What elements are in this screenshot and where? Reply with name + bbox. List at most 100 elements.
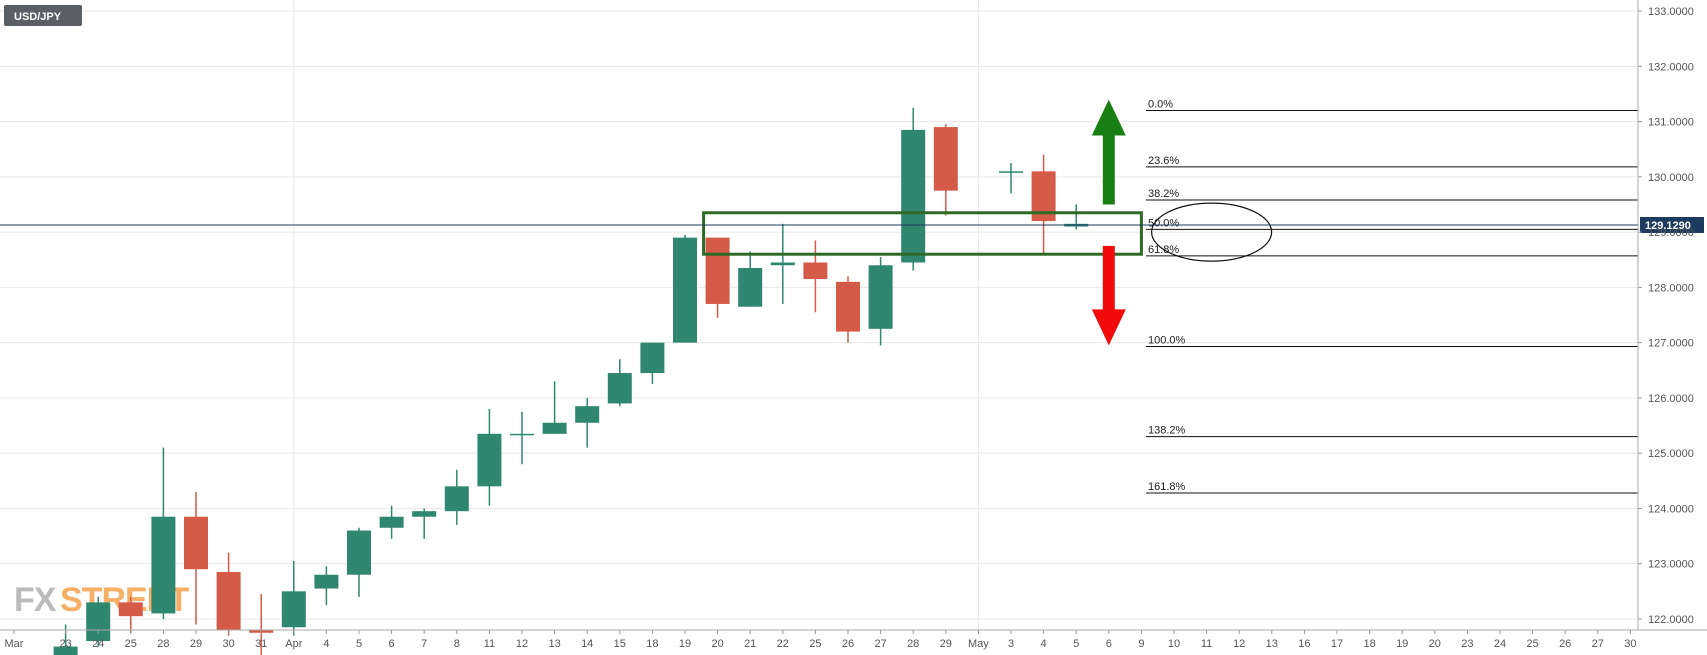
x-tick-label: 11 xyxy=(1201,638,1212,650)
candle xyxy=(477,408,502,506)
support-box xyxy=(702,211,1143,256)
x-tick-label: 11 xyxy=(484,638,495,650)
x-tick-label: 20 xyxy=(1429,638,1441,650)
x-tick-label: 17 xyxy=(1331,638,1343,650)
arrow-up-head xyxy=(1091,99,1126,136)
x-tick-label: 27 xyxy=(874,638,886,650)
candle-body xyxy=(803,262,828,280)
x-tick-label: Apr xyxy=(285,638,302,650)
candle-body xyxy=(184,516,208,570)
x-tick-label: 25 xyxy=(125,638,137,650)
x-tick-label: 25 xyxy=(809,638,821,650)
candle xyxy=(444,469,469,525)
candle xyxy=(314,566,339,606)
x-tick-label: 26 xyxy=(1559,638,1571,650)
y-tick-label: 131.0000 xyxy=(1648,117,1694,129)
y-tick-label: 123.0000 xyxy=(1648,559,1694,571)
fib-level-label: 138.2% xyxy=(1148,425,1186,437)
x-tick-label: 28 xyxy=(157,638,169,650)
x-tick-label: 23 xyxy=(59,638,71,650)
x-tick-label: 12 xyxy=(1233,638,1245,650)
candle xyxy=(738,251,763,307)
current-price-line: 129.1290 xyxy=(0,216,1704,233)
arrow-up-shaft xyxy=(1102,133,1115,205)
fib-level-label: 161.8% xyxy=(1148,481,1186,493)
highlight-ellipse xyxy=(1150,202,1273,262)
x-tick-label: 6 xyxy=(389,638,395,650)
candle xyxy=(933,124,958,216)
x-tick-label: 18 xyxy=(1363,638,1375,650)
candle-body xyxy=(281,591,306,628)
candle xyxy=(347,527,371,597)
watermark-fx-text: FX xyxy=(14,581,57,619)
candle xyxy=(673,234,697,343)
x-tick-label: May xyxy=(968,638,989,650)
symbol-badge xyxy=(4,5,82,26)
x-tick-label: 13 xyxy=(1266,638,1278,650)
x-tick-label: 29 xyxy=(190,638,202,650)
fib-level-label: 38.2% xyxy=(1148,188,1179,200)
y-tick-label: 122.0000 xyxy=(1648,614,1694,626)
candle xyxy=(118,596,143,633)
candle xyxy=(379,505,404,539)
candle-body xyxy=(444,486,469,512)
x-tick-label: 15 xyxy=(614,638,626,650)
candles xyxy=(53,107,1089,655)
x-tick-label: 4 xyxy=(1041,638,1047,650)
candle-body xyxy=(412,511,437,517)
x-tick-label: 21 xyxy=(744,638,756,650)
x-tick-label: 8 xyxy=(454,638,460,650)
x-tick-label: 23 xyxy=(1461,638,1473,650)
candle-body xyxy=(118,602,143,617)
candle xyxy=(705,237,730,318)
candle xyxy=(575,397,600,448)
candle-body xyxy=(770,262,795,266)
candle xyxy=(999,163,1023,194)
x-tick-label: 9 xyxy=(1138,638,1144,650)
x-tick-label: 27 xyxy=(1592,638,1604,650)
fib-level-label: 23.6% xyxy=(1148,155,1179,167)
fibonacci-levels: 0.0%23.6%38.2%50.0%61.8%100.0%138.2%161.… xyxy=(1146,99,1638,494)
candle xyxy=(216,552,241,636)
y-tick-label: 132.0000 xyxy=(1648,61,1694,73)
candle-body xyxy=(347,530,371,575)
x-tick-label: 19 xyxy=(1396,638,1408,650)
candle xyxy=(184,491,208,625)
candle xyxy=(151,447,176,619)
candle xyxy=(770,223,795,304)
candle xyxy=(510,411,534,465)
candle xyxy=(901,107,926,271)
x-tick-label: 30 xyxy=(222,638,234,650)
candle-body xyxy=(510,433,534,436)
x-tick-label: 28 xyxy=(907,638,919,650)
y-tick-label: 124.0000 xyxy=(1648,503,1694,515)
y-tick-label: 133.0000 xyxy=(1648,6,1694,18)
candle-body xyxy=(705,237,730,304)
candle-body xyxy=(738,268,763,307)
x-tick-label: 7 xyxy=(421,638,427,650)
candle xyxy=(542,381,567,434)
candle xyxy=(412,508,437,539)
current-price-tag xyxy=(1640,216,1704,233)
candle xyxy=(281,560,306,636)
x-tick-label: 29 xyxy=(940,638,952,650)
y-tick-label: 126.0000 xyxy=(1648,393,1694,405)
candle-body xyxy=(314,574,339,589)
arrow-up xyxy=(1091,99,1126,205)
x-tick-label: 30 xyxy=(1624,638,1636,650)
arrow-down-shaft xyxy=(1102,245,1115,312)
grid-lines xyxy=(0,0,1638,630)
fib-level-label: 100.0% xyxy=(1148,335,1186,347)
candle-body xyxy=(999,171,1023,173)
x-tick-label: 12 xyxy=(516,638,528,650)
y-tick-label: 125.0000 xyxy=(1648,448,1694,460)
candle-body xyxy=(542,422,567,434)
x-tick-label: 22 xyxy=(777,638,789,650)
candle-body xyxy=(86,602,111,642)
candle-body xyxy=(640,342,665,374)
symbol-label: USD/JPY xyxy=(4,5,82,26)
x-tick-label: Mar xyxy=(5,638,24,650)
x-tick-label: 26 xyxy=(842,638,854,650)
x-tick-label: 14 xyxy=(581,638,593,650)
